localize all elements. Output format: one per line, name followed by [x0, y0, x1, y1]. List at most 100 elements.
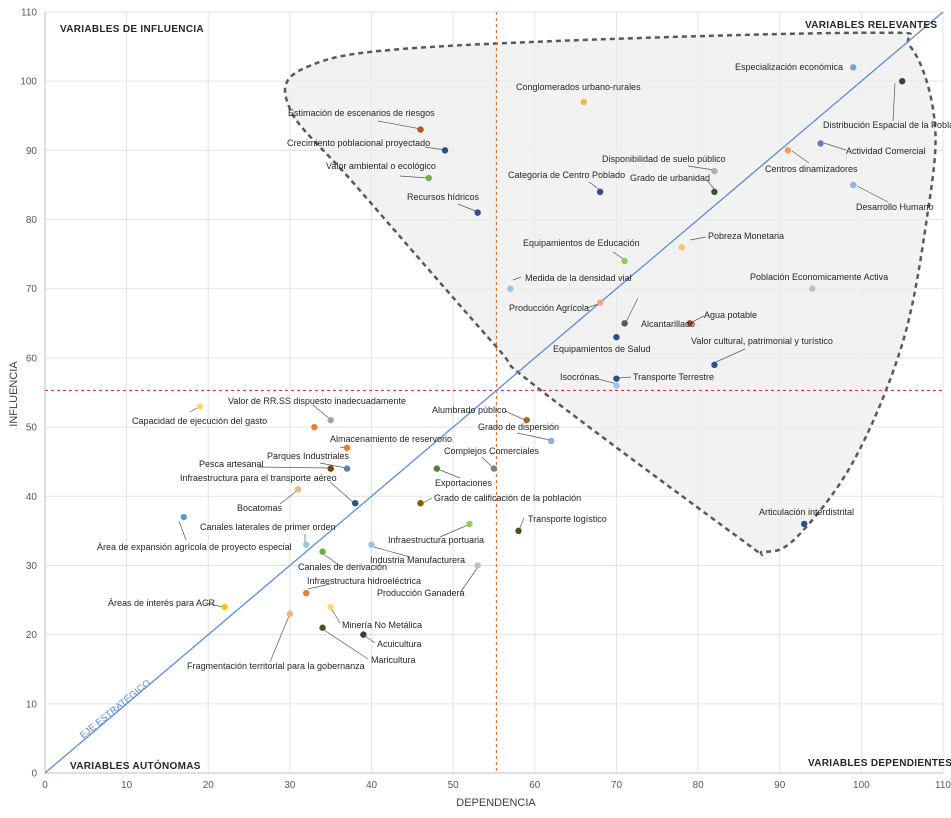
y-tick-label: 60: [26, 353, 38, 364]
scatter-point: [180, 513, 187, 521]
point-labels: Especialización económica Distribución Es…: [97, 62, 951, 671]
scatter-point: [327, 465, 334, 472]
point-label: Producción Ganadera: [377, 588, 465, 598]
point-label: Canales laterales de primer orden: [200, 522, 336, 532]
leader-line: [823, 142, 847, 151]
scatter-point: [613, 382, 620, 389]
scatter-point: [294, 486, 302, 493]
leader-line: [791, 150, 810, 164]
x-tick-label: 0: [42, 780, 48, 791]
leader-line: [312, 404, 332, 421]
scatter-point: [596, 188, 604, 196]
point-label: Pesca artesanal: [199, 459, 264, 469]
tick-labels: 0 10 20 30 40 50 60 70 80 90 100 110 0 10 20 30 40 50 60 70…: [20, 8, 951, 792]
leader-line: [588, 181, 601, 191]
scatter-point: [711, 361, 718, 369]
leader-line: [307, 583, 331, 590]
point-label: Parques Industriales: [267, 451, 350, 461]
point-label: Isocrónas: [560, 372, 600, 382]
data-points: [180, 64, 906, 638]
leader-line: [706, 179, 716, 191]
y-tick-label: 90: [26, 146, 38, 157]
leader-line: [178, 520, 187, 541]
point-label: Centros dinamizadores: [765, 164, 858, 174]
x-tick-label: 90: [774, 780, 786, 791]
scatter-point: [817, 140, 824, 147]
leader-line: [504, 410, 526, 421]
x-axis-title: DEPENDENCIA: [456, 797, 536, 809]
point-label: Equipamientos de Salud: [553, 344, 651, 354]
scatter-point: [809, 285, 816, 292]
x-tick-label: 20: [203, 780, 215, 791]
x-tick-label: 80: [693, 780, 705, 791]
point-label: Estimación de escenarios de riesgos: [288, 108, 435, 118]
scatter-point: [801, 520, 808, 528]
scatter-point: [596, 299, 604, 306]
point-label: Áreas de interés para ACR: [108, 598, 216, 608]
leader-line: [373, 546, 411, 558]
scatter-point: [368, 541, 375, 548]
point-label: Desarrollo Humano: [856, 202, 934, 212]
scatter-point: [303, 541, 310, 548]
scatter-point: [613, 375, 620, 382]
threshold-lines: [45, 12, 943, 773]
point-label: Conglomerados urbano-rurales: [516, 82, 641, 92]
scatter-point: [621, 320, 628, 327]
x-tick-label: 50: [448, 780, 460, 791]
scatter-point: [360, 631, 367, 638]
scatter-point: [507, 285, 514, 292]
scatter-point: [613, 333, 620, 341]
point-label: Pobreza Monetaria: [708, 231, 784, 241]
scatter-point: [523, 416, 530, 424]
scatter-point: [547, 437, 555, 445]
point-label: Población Economicamente Activa: [750, 272, 888, 282]
scatter-point: [343, 444, 351, 452]
point-label: Valor cultural, patrimonial y turístico: [691, 336, 833, 346]
scatter-point: [850, 64, 857, 71]
point-label: Actividad Comercial: [846, 146, 926, 156]
y-tick-label: 20: [26, 630, 38, 641]
leader-line: [329, 481, 355, 504]
scatter-point: [417, 499, 424, 507]
x-tick-label: 60: [529, 780, 541, 791]
y-tick-label: 40: [26, 492, 38, 503]
y-tick-label: 80: [26, 215, 38, 226]
point-label: Exportaciones: [435, 478, 493, 488]
point-label: Acuicultura: [377, 639, 422, 649]
quadrant-labels: VARIABLES DE INFLUENCIA VARIABLES RELEVA…: [60, 20, 951, 772]
point-label: Valor ambiental o ecológico: [326, 161, 436, 171]
y-tick-label: 10: [26, 699, 38, 710]
point-label: Área de expansión agrícola de proyecto e…: [97, 542, 292, 552]
scatter-point: [711, 188, 718, 196]
leader-line: [330, 607, 341, 624]
point-label: Infraestructura para el transporte aéreo: [180, 473, 337, 483]
point-label: Transporte logístico: [528, 514, 607, 524]
leader-line: [687, 165, 715, 171]
point-label: Medida de la densidad vial: [525, 273, 632, 283]
scatter-point: [327, 416, 334, 424]
leader-line: [321, 552, 341, 567]
leader-line: [279, 489, 299, 505]
point-label: Distribución Espacial de la Población: [823, 120, 951, 130]
point-label: Recursos hídricos: [407, 192, 480, 202]
quadrant-relevant-label: VARIABLES RELEVANTES: [805, 20, 937, 31]
point-label: Almacenamiento de reservorio: [330, 434, 452, 444]
strategic-axis-label: EJE ESTRATÉGICO: [78, 678, 153, 742]
scatter-point: [784, 147, 792, 154]
x-tick-label: 110: [935, 780, 951, 791]
scatter-point: [850, 181, 857, 189]
leader-line: [625, 297, 639, 323]
point-label: Crecimiento poblacional proyectado: [287, 138, 430, 148]
leader-line: [892, 82, 896, 122]
point-label: Minería No Metálica: [342, 620, 422, 630]
leader-line: [377, 120, 422, 130]
leader-line: [424, 146, 446, 151]
y-tick-label: 110: [21, 8, 37, 19]
leader-line: [481, 456, 494, 469]
y-tick-label: 70: [26, 284, 38, 295]
y-tick-label: 30: [26, 561, 38, 572]
scatter-point: [474, 562, 481, 569]
y-axis-title: INFLUENCIA: [8, 361, 20, 427]
scatter-point: [441, 147, 449, 154]
